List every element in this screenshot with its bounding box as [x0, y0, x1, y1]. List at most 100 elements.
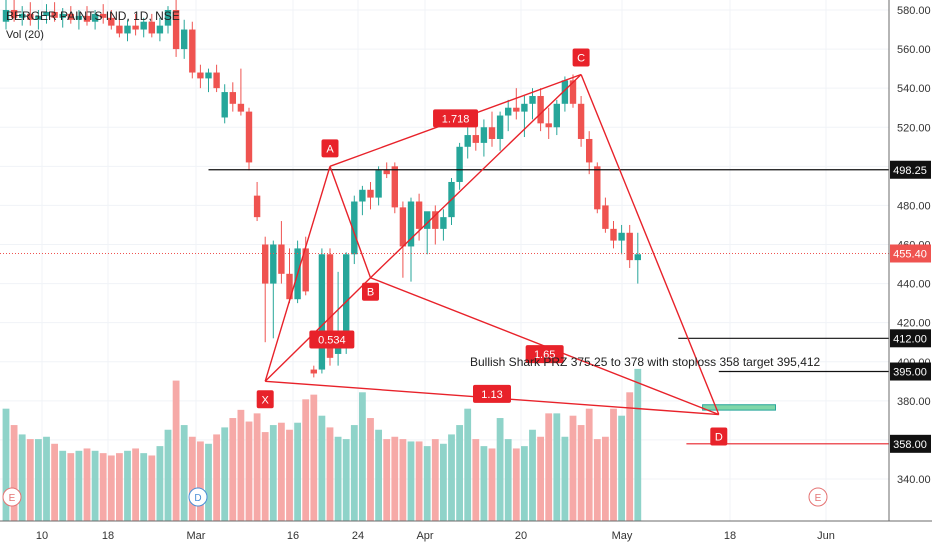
volume-bar: [75, 450, 83, 521]
time-tick-label: 20: [515, 530, 527, 542]
candle-body: [529, 95, 536, 104]
candle-body: [278, 244, 285, 274]
candle-body: [164, 10, 172, 26]
pattern-point-C-text: C: [577, 52, 585, 64]
candle-body: [43, 11, 50, 16]
volume-bar: [472, 439, 480, 521]
ratio-xd-text: 1.13: [481, 389, 502, 401]
levels: [0, 169, 889, 445]
candle-body: [245, 111, 253, 163]
price-tags: 498.25 412.00 395.00 358.00 455.40: [890, 160, 931, 453]
volume-bar: [180, 425, 188, 521]
volume-bar: [43, 436, 50, 521]
candle-body: [197, 72, 204, 79]
volume-bar: [618, 415, 625, 521]
svg-text:D: D: [194, 493, 201, 504]
ratio-bd-bg: [525, 345, 564, 364]
volume-bar: [350, 425, 358, 521]
candle-body: [189, 29, 196, 73]
volume-bar: [99, 453, 107, 521]
price-tick-label: 380.00: [897, 396, 931, 408]
volume-bar: [286, 429, 293, 521]
volume-bar: [391, 436, 399, 521]
candle-body: [626, 232, 633, 261]
candle-body: [229, 92, 236, 104]
volume-bar: [148, 455, 156, 521]
price-tag-395.00-text: 395.00: [893, 367, 927, 379]
pattern-point-D: D: [710, 427, 728, 446]
volume-bar: [205, 443, 212, 521]
volume-bar: [496, 418, 504, 521]
candle-body: [513, 107, 520, 112]
volume-bar: [440, 443, 447, 521]
candle-body: [610, 228, 617, 241]
symbol-legend: BERGER PAINTS IND, 1D, NSE: [6, 9, 180, 23]
volume-bar: [334, 436, 342, 521]
volume-bar: [504, 439, 512, 521]
volume-bar: [383, 439, 391, 521]
earnings-marker-2[interactable]: E: [808, 487, 828, 507]
ratio-xd: 1.13: [473, 384, 511, 403]
pattern-point-A-bg: [321, 139, 339, 158]
volume-bar: [602, 436, 609, 521]
volume-bar: [399, 439, 407, 521]
price-tick-label: 440.00: [897, 279, 931, 291]
pattern-point-C: C: [572, 48, 590, 67]
volume-bar: [18, 434, 26, 521]
time-tick-label: May: [612, 530, 633, 542]
svg-text:E: E: [815, 493, 822, 504]
candle-body: [561, 80, 569, 104]
earnings-marker-1[interactable]: E: [2, 487, 22, 507]
candle-body: [367, 189, 374, 198]
price-tag-358.00-text: 358.00: [893, 439, 927, 451]
pattern-point-A: A: [321, 139, 339, 158]
volume-bar: [610, 408, 617, 521]
candle-body: [521, 103, 528, 112]
candle-body: [415, 201, 423, 229]
candle-body: [351, 201, 358, 255]
shark-pattern: 1.718 0.534 1.65 1.13 X A B C D Bullish Shark PRZ…: [256, 48, 821, 446]
ratio-ac-bg: [433, 109, 479, 128]
volume-bar: [488, 448, 496, 521]
candle-body: [286, 273, 293, 300]
ratio-xd-bg: [473, 384, 511, 403]
candle-body: [302, 248, 309, 292]
volume-bar: [593, 439, 601, 521]
volume-bar: [67, 453, 75, 521]
dividend-marker[interactable]: D: [188, 487, 208, 507]
candle-body: [253, 195, 261, 218]
volume-bar: [375, 429, 382, 521]
time-axis[interactable]: [0, 521, 889, 550]
candle-body: [618, 232, 625, 241]
volume-bar: [367, 418, 374, 521]
svg-text:E: E: [9, 493, 16, 504]
price-tag-498.25-bg: [890, 160, 931, 179]
candle-body: [59, 13, 66, 18]
candle-body: [213, 72, 220, 89]
pattern-point-B-text: B: [367, 287, 374, 299]
candle-body: [537, 95, 544, 124]
price-tick-label: 580.00: [897, 5, 931, 17]
volume-bar: [407, 441, 415, 521]
candle-body: [432, 211, 439, 229]
volume-bar: [626, 392, 634, 521]
volume-bar: [59, 450, 67, 521]
volume-bar: [294, 422, 301, 521]
candle-body: [553, 103, 560, 128]
pattern-leg-XB: [264, 277, 371, 382]
volume-bar: [480, 446, 488, 521]
pattern-point-X-text: X: [262, 394, 270, 406]
candle-body: [577, 103, 585, 139]
volume-bar: [302, 399, 310, 521]
volume-bar: [456, 425, 463, 521]
volume-bar: [261, 432, 269, 521]
price-tick-label: 340.00: [897, 474, 931, 486]
candle-body: [488, 127, 496, 139]
candle-body: [586, 138, 593, 163]
volume-bar: [132, 448, 139, 521]
candle-body: [359, 189, 366, 202]
pattern-point-A-text: A: [326, 143, 334, 155]
price-tag-358.00: 358.00: [890, 434, 931, 453]
time-tick-label: Mar: [187, 530, 206, 542]
